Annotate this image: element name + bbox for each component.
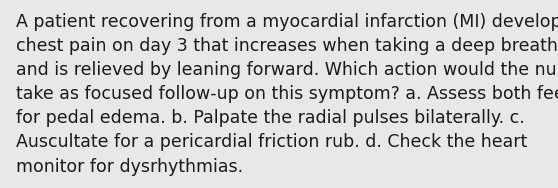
Text: chest pain on day 3 that increases when taking a deep breath: chest pain on day 3 that increases when … xyxy=(16,37,557,55)
Text: for pedal edema. b. Palpate the radial pulses bilaterally. c.: for pedal edema. b. Palpate the radial p… xyxy=(16,109,525,127)
Text: Auscultate for a pericardial friction rub. d. Check the heart: Auscultate for a pericardial friction ru… xyxy=(16,133,527,152)
Text: A patient recovering from a myocardial infarction (MI) develops: A patient recovering from a myocardial i… xyxy=(16,13,558,31)
Text: take as focused follow-up on this symptom? a. Assess both feet: take as focused follow-up on this sympto… xyxy=(16,85,558,103)
Text: monitor for dysrhythmias.: monitor for dysrhythmias. xyxy=(16,158,243,176)
Text: and is relieved by leaning forward. Which action would the nurse: and is relieved by leaning forward. Whic… xyxy=(16,61,558,79)
